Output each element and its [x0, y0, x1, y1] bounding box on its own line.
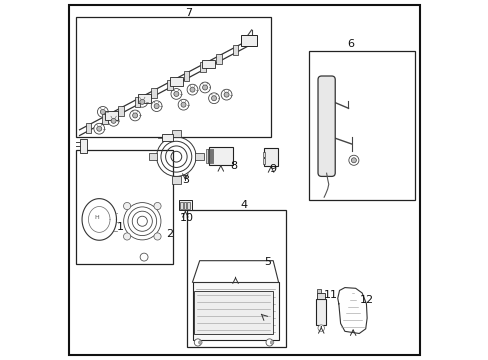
Bar [167, 80, 173, 90]
Circle shape [351, 158, 356, 163]
Circle shape [151, 101, 162, 112]
Text: 6: 6 [346, 39, 353, 49]
Circle shape [108, 116, 119, 126]
Bar [118, 105, 124, 116]
Text: 3: 3 [182, 175, 188, 185]
Bar [232, 45, 238, 55]
Circle shape [97, 126, 102, 131]
Bar [134, 97, 140, 107]
Bar [262, 152, 264, 157]
Bar [211, 149, 212, 163]
Circle shape [123, 233, 130, 240]
Circle shape [317, 325, 324, 331]
Text: 7: 7 [185, 8, 192, 18]
Bar [316, 300, 325, 325]
Text: 2: 2 [165, 229, 172, 239]
Bar [187, 202, 190, 210]
Bar [172, 130, 180, 137]
Circle shape [187, 84, 198, 95]
Bar [162, 134, 172, 141]
Bar [308, 51, 414, 200]
Circle shape [94, 123, 104, 134]
Bar [169, 77, 183, 86]
Bar [192, 282, 278, 339]
Circle shape [202, 85, 207, 90]
Circle shape [132, 113, 137, 118]
Bar [264, 148, 277, 166]
Bar [241, 35, 257, 46]
Bar [80, 139, 87, 153]
Circle shape [211, 96, 216, 101]
Text: 10: 10 [180, 213, 194, 222]
Polygon shape [82, 199, 116, 240]
Bar [180, 202, 183, 210]
Bar [76, 149, 172, 264]
Circle shape [190, 87, 195, 92]
Bar [194, 291, 273, 334]
Bar [200, 62, 205, 72]
Text: 12: 12 [359, 295, 373, 305]
Bar [195, 153, 203, 160]
Bar [262, 158, 264, 164]
Circle shape [137, 96, 147, 107]
Circle shape [348, 155, 358, 165]
Circle shape [100, 109, 105, 114]
Circle shape [140, 253, 148, 261]
Circle shape [111, 118, 116, 123]
Circle shape [123, 202, 130, 210]
Bar [206, 149, 207, 163]
Bar [137, 94, 150, 103]
Circle shape [140, 99, 144, 104]
Bar [208, 147, 233, 165]
Bar [172, 176, 180, 184]
Circle shape [154, 202, 161, 210]
Bar [151, 88, 156, 98]
Circle shape [178, 99, 188, 110]
Bar [317, 289, 320, 293]
Circle shape [171, 89, 182, 99]
Bar [183, 71, 189, 81]
Text: 8: 8 [230, 161, 237, 171]
Circle shape [265, 339, 273, 346]
Bar [183, 202, 186, 210]
Bar [202, 60, 215, 68]
Circle shape [97, 107, 108, 117]
Bar [178, 200, 192, 211]
Bar [187, 211, 285, 347]
Circle shape [154, 104, 159, 109]
Bar [105, 111, 118, 120]
Bar [216, 54, 222, 64]
Bar [209, 149, 211, 163]
Polygon shape [337, 288, 366, 333]
Bar [148, 153, 157, 160]
Bar [317, 293, 325, 300]
Circle shape [181, 102, 185, 107]
Circle shape [154, 233, 161, 240]
Circle shape [221, 89, 231, 100]
Circle shape [198, 341, 202, 344]
Text: H: H [94, 215, 99, 220]
Circle shape [129, 110, 140, 121]
Bar [85, 123, 91, 133]
FancyBboxPatch shape [317, 76, 335, 176]
Circle shape [199, 82, 210, 93]
Bar [76, 17, 271, 137]
Text: 9: 9 [269, 164, 276, 174]
Text: 4: 4 [241, 200, 247, 210]
Circle shape [270, 341, 273, 344]
Bar [102, 114, 107, 124]
Text: 1: 1 [117, 222, 124, 231]
Circle shape [224, 92, 228, 97]
Text: 11: 11 [323, 290, 337, 300]
Circle shape [174, 91, 179, 96]
Circle shape [194, 339, 201, 346]
Text: 5: 5 [264, 257, 271, 267]
Circle shape [208, 93, 219, 104]
Bar [207, 149, 209, 163]
